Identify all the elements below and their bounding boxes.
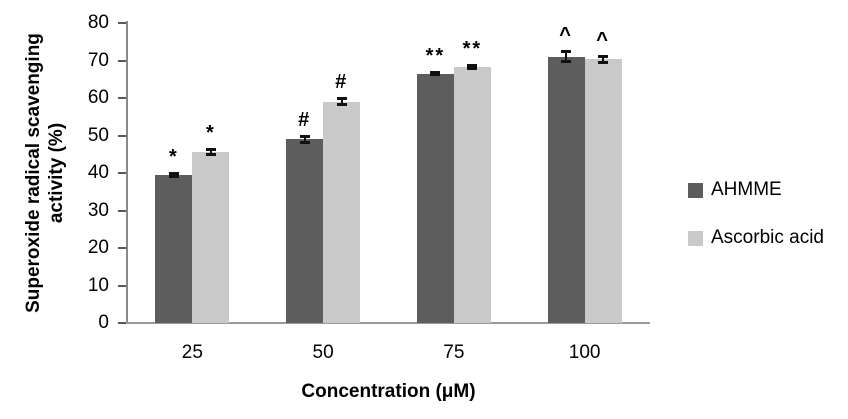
bar-ahmme-100: [547, 56, 585, 323]
bar-ahmme-75: [416, 73, 454, 323]
error-bar-line: [303, 135, 306, 143]
y-tick-label: 0: [98, 312, 109, 333]
bar-ascorbic-acid-75: [453, 66, 491, 323]
y-tick-label: 40: [87, 162, 109, 183]
error-bar-line: [565, 51, 568, 63]
error-bar-cap-bottom: [598, 61, 609, 65]
legend-swatch: [688, 182, 703, 198]
error-bar-cap-top: [205, 148, 216, 152]
legend-label: Ascorbic acid: [711, 227, 824, 248]
y-tick-label: 60: [87, 87, 109, 108]
y-tick-mark: [118, 322, 126, 324]
legend-item-ahmme: AHMME: [688, 179, 824, 201]
error-bar-cap-top: [168, 172, 179, 175]
error-bar-cap-bottom: [299, 140, 310, 144]
error-bar-cap-top: [430, 71, 441, 75]
x-tick-label: 25: [181, 342, 203, 363]
legend-swatch: [688, 230, 703, 246]
y-tick-label: 50: [87, 124, 109, 146]
significance-annotation: #: [335, 71, 349, 94]
y-tick-mark: [118, 247, 126, 249]
significance-annotation: ^: [559, 24, 573, 47]
y-tick-mark: [118, 284, 126, 287]
error-bar-cap-top: [467, 64, 478, 67]
significance-annotation: #: [298, 108, 312, 131]
x-tick-label: 75: [443, 342, 465, 363]
error-bar-cap-bottom: [561, 60, 572, 64]
error-bar-cap-top: [561, 50, 572, 54]
bar-ahmme-50: [286, 139, 324, 323]
significance-annotation: *: [168, 146, 179, 168]
y-tick-mark: [118, 97, 126, 99]
bar-ahmme-25: [155, 174, 193, 323]
error-bar-line: [340, 98, 343, 106]
error-bar-cap-bottom: [205, 153, 216, 157]
y-tick-label: 30: [87, 199, 109, 221]
error-bar-cap-bottom: [430, 73, 441, 77]
significance-annotation: ^: [596, 28, 610, 51]
x-axis-title: Concentration (μM): [301, 381, 476, 402]
y-tick-mark: [118, 209, 126, 212]
y-tick-label: 70: [87, 49, 109, 71]
bar-ascorbic-acid-100: [584, 59, 622, 323]
y-axis-line: [126, 21, 128, 324]
x-axis-line: [126, 322, 650, 324]
error-bar-line: [209, 149, 212, 156]
bar-ascorbic-acid-25: [192, 152, 230, 323]
error-bar-cap-top: [299, 134, 310, 138]
significance-annotation: **: [462, 38, 483, 60]
y-tick-mark: [118, 134, 126, 137]
error-bar-cap-bottom: [467, 66, 478, 70]
y-tick-mark: [118, 172, 126, 174]
error-bar-cap-bottom: [336, 103, 347, 107]
y-tick-mark: [118, 59, 126, 62]
y-tick-mark: [118, 22, 126, 24]
legend-label: AHMME: [711, 179, 782, 200]
legend-item-ascorbic-acid: Ascorbic acid: [688, 227, 824, 249]
legend: AHMME Ascorbic acid: [688, 179, 824, 249]
y-tick-label: 20: [87, 237, 109, 258]
significance-annotation: **: [425, 45, 446, 68]
x-tick-label: 50: [312, 342, 334, 363]
error-bar-cap-bottom: [168, 174, 179, 178]
error-bar-cap-top: [336, 97, 347, 101]
y-tick-label: 10: [87, 274, 109, 296]
bar-ascorbic-acid-50: [323, 101, 361, 323]
x-tick-label: 100: [568, 342, 601, 363]
y-tick-label: 80: [87, 12, 109, 33]
error-bar-cap-top: [598, 54, 609, 58]
significance-annotation: *: [205, 122, 216, 145]
error-bar-line: [602, 55, 605, 64]
